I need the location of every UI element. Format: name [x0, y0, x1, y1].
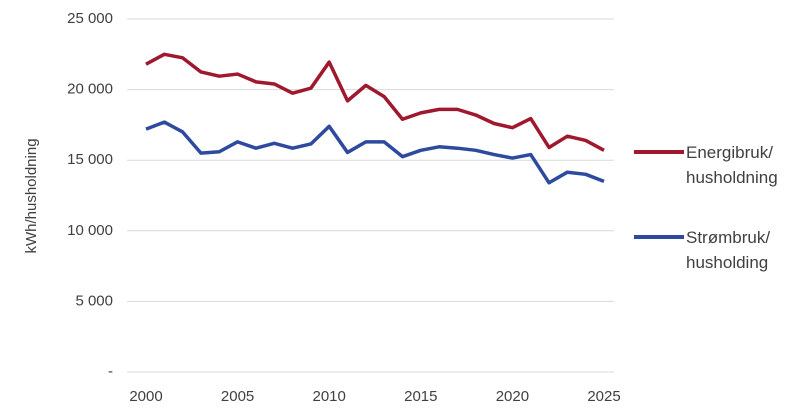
- legend-swatch: [634, 235, 684, 239]
- y-tick-label: 20 000: [67, 81, 113, 98]
- legend-swatch: [634, 150, 684, 154]
- legend-label: Strømbruk/ husholding: [686, 228, 771, 272]
- y-tick-label: 5 000: [75, 292, 113, 309]
- data-line: [145, 52, 605, 152]
- legend-item: Energibruk/ husholdning: [634, 140, 800, 190]
- data-line: [145, 120, 605, 185]
- y-tick-label: -: [108, 363, 113, 380]
- x-tick-label: 2005: [221, 388, 254, 405]
- y-tick-label: 15 000: [67, 151, 113, 168]
- y-tick-label: 10 000: [67, 222, 113, 239]
- x-tick-label: 2025: [587, 388, 620, 405]
- y-tick-label: 25 000: [67, 10, 113, 27]
- x-tick-label: 2000: [129, 388, 162, 405]
- x-tick-label: 2020: [496, 388, 529, 405]
- x-tick-label: 2010: [313, 388, 346, 405]
- legend-label: Energibruk/ husholdning: [686, 143, 778, 187]
- y-axis-label: kWh/husholdning: [23, 138, 40, 253]
- legend-item: Strømbruk/ husholding: [634, 225, 800, 275]
- x-tick-label: 2015: [404, 388, 437, 405]
